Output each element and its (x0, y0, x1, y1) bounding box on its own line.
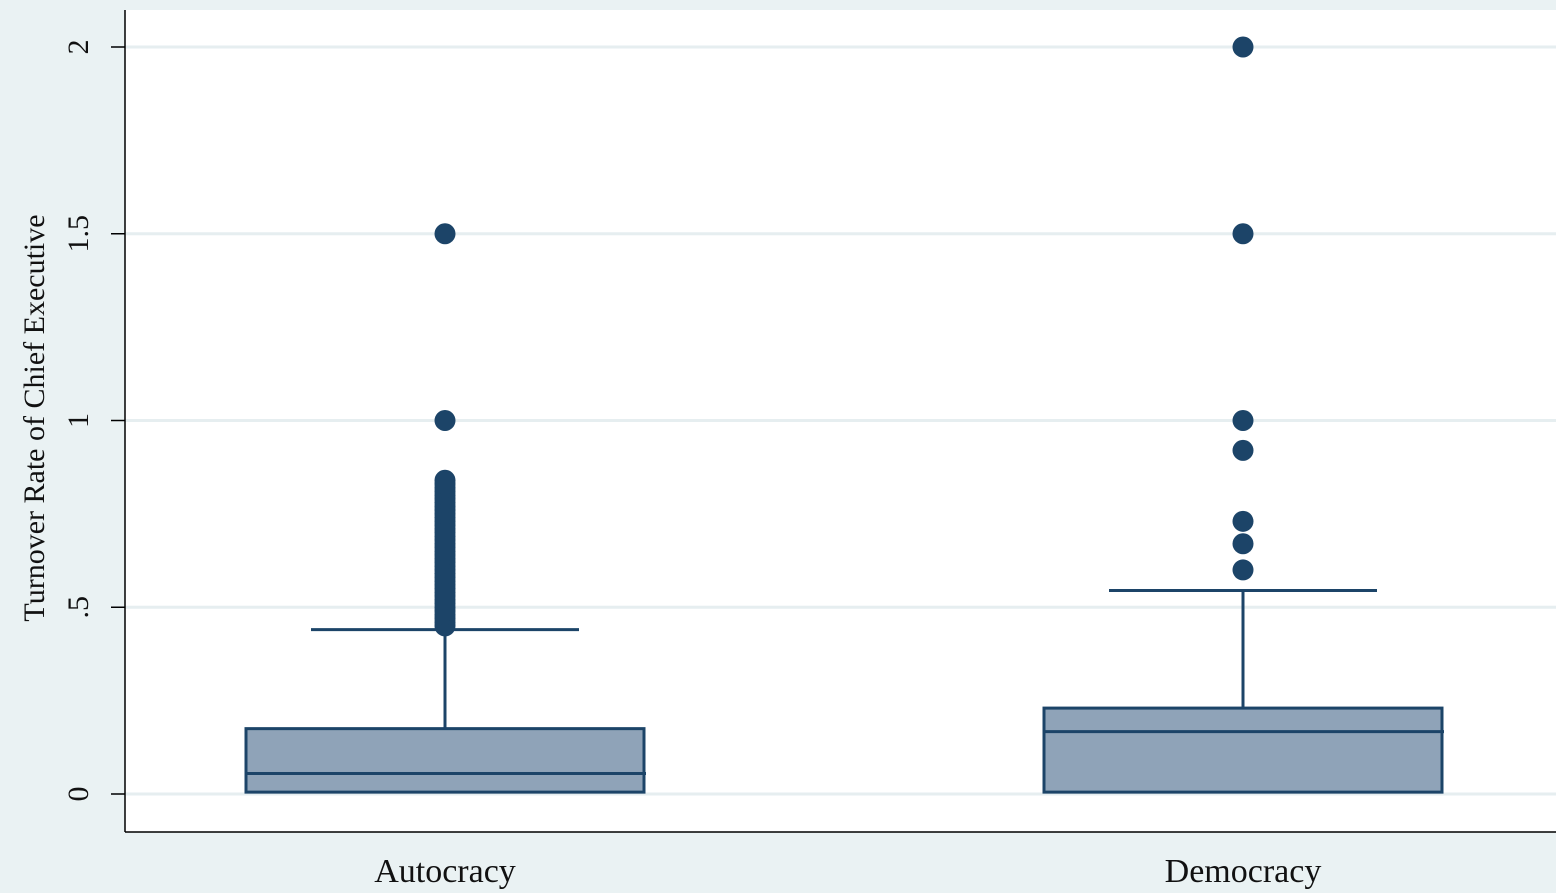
y-axis-title: Turnover Rate of Chief Executive (18, 214, 51, 621)
y-tick-label: 1.5 (62, 215, 95, 253)
y-tick-label: 1 (62, 413, 95, 428)
boxes (244, 588, 1444, 794)
y-ticks: 0 .5 1 1.5 2 (62, 40, 125, 802)
x-category-labels: Autocracy Democracy (374, 853, 1321, 890)
outlier-point (1232, 36, 1254, 58)
outlier-point (434, 223, 456, 245)
box-iqr (244, 727, 646, 794)
y-tick-label: 2 (62, 40, 95, 55)
x-category-label: Democracy (1165, 853, 1322, 890)
outlier-point (1232, 439, 1254, 461)
y-tick-label: .5 (62, 596, 95, 619)
x-category-label: Autocracy (374, 853, 516, 890)
outlier-point (1232, 533, 1254, 555)
gridlines (125, 45, 1556, 796)
outlier-point (434, 410, 456, 431)
outlier-point (1232, 223, 1254, 245)
outlier-point (434, 469, 456, 491)
outlier-point (1232, 410, 1254, 431)
outlier-point (1232, 559, 1254, 581)
y-tick-label: 0 (62, 787, 95, 802)
outliers (434, 36, 1254, 637)
outlier-point (1232, 510, 1254, 532)
box-iqr (1042, 706, 1444, 794)
